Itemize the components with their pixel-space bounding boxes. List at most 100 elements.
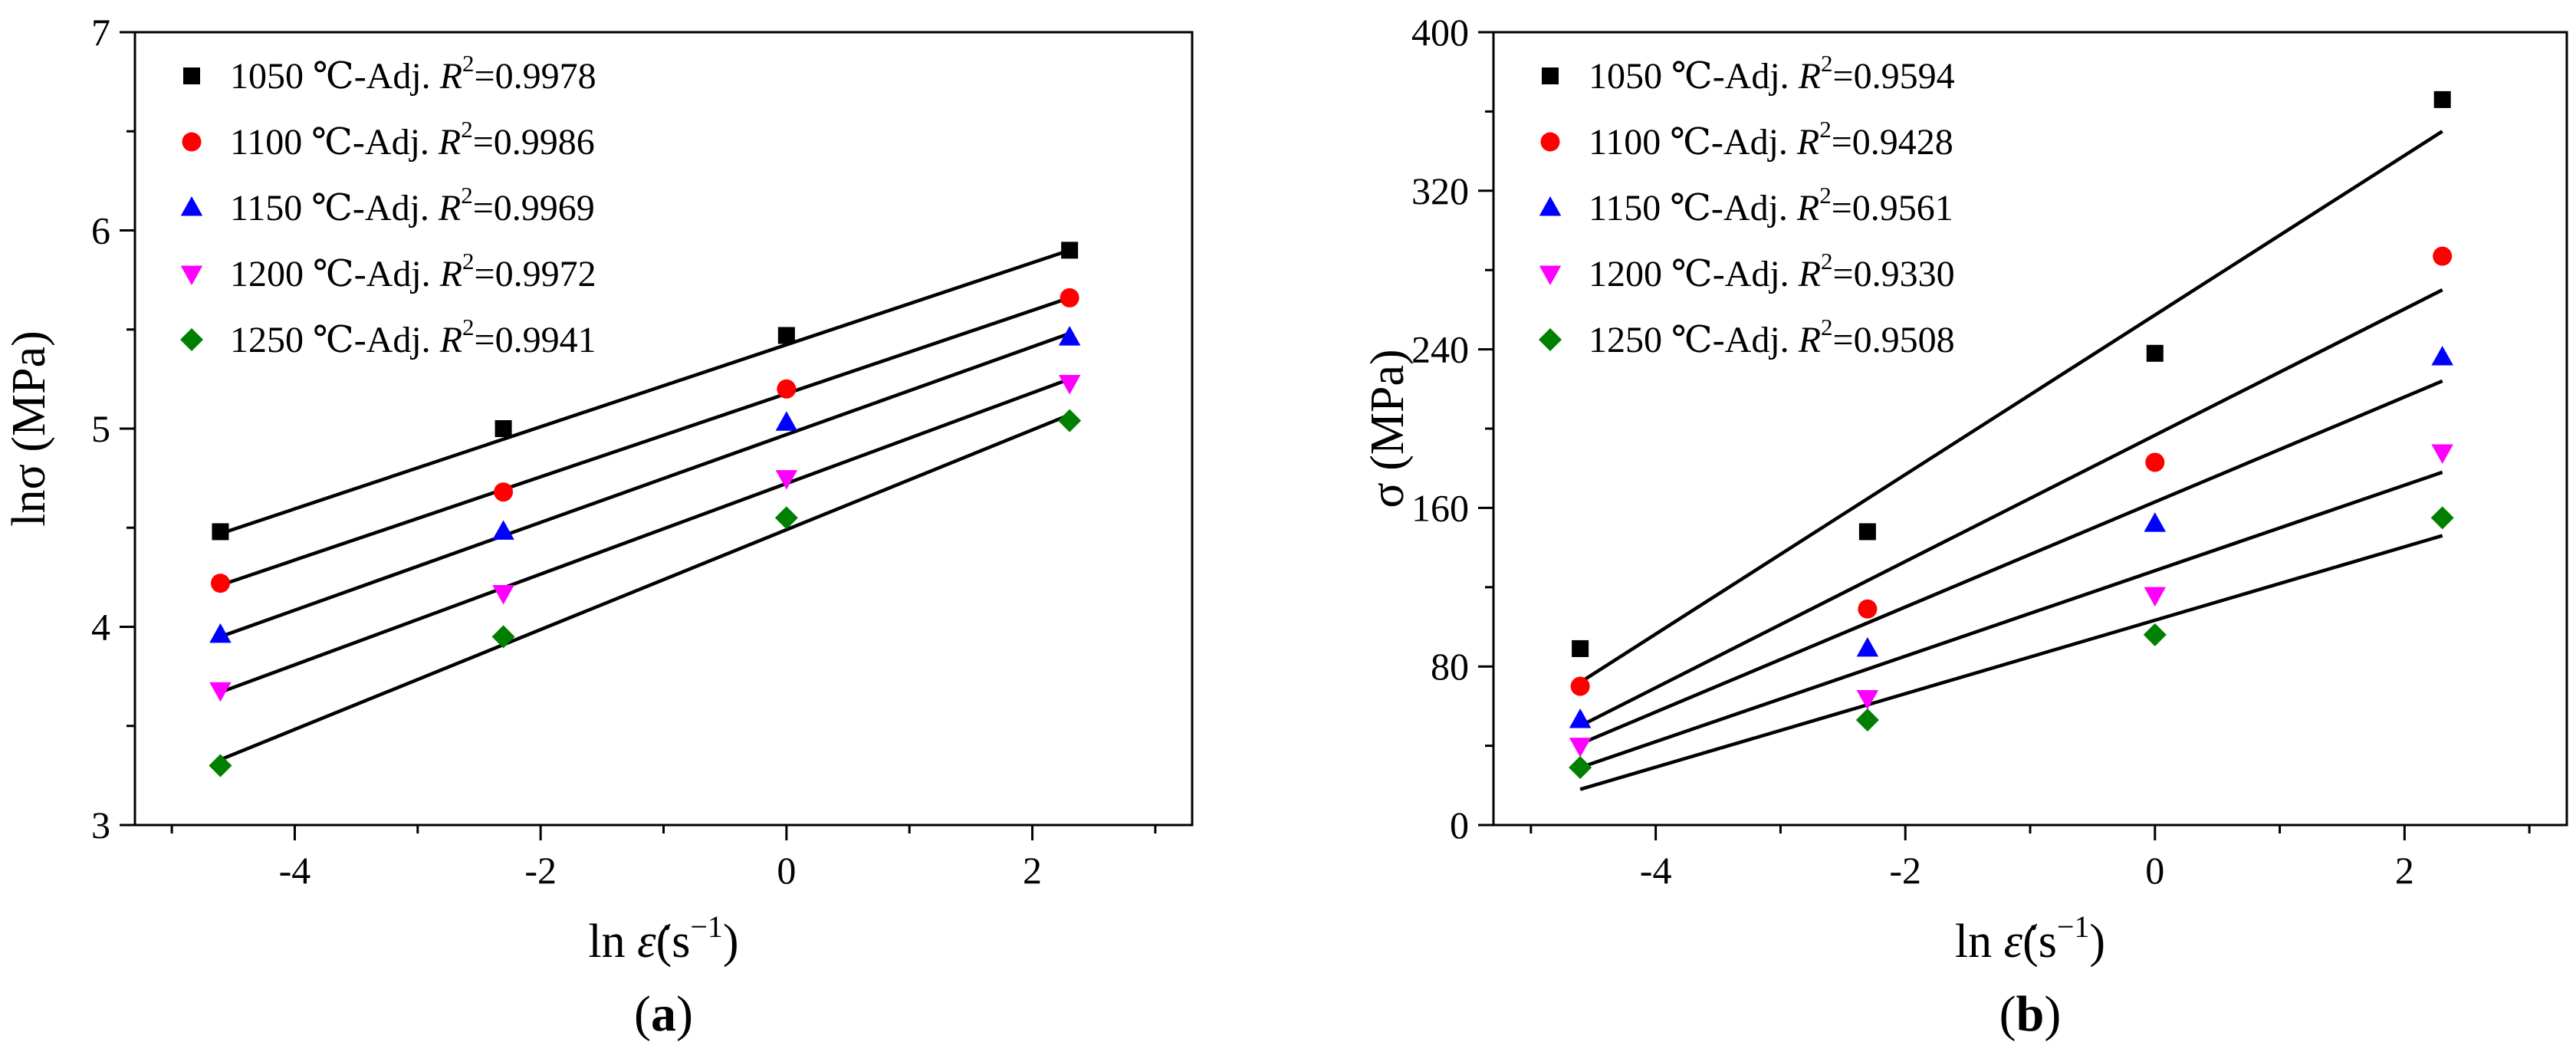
y-tick-label: 320 — [1411, 169, 1469, 212]
y-tick-label: 3 — [91, 804, 110, 847]
data-point — [2430, 506, 2454, 530]
fit-line-1150 — [219, 331, 1070, 639]
series-1150 — [209, 326, 1081, 643]
data-point — [2145, 452, 2165, 472]
y-axis-title: σ (MPa) — [1362, 349, 1414, 508]
series-1250 — [209, 409, 1082, 777]
panel-label: (b) — [1999, 986, 2062, 1042]
x-tick-label: 0 — [777, 849, 796, 892]
data-point — [775, 470, 798, 490]
data-point — [774, 506, 798, 530]
panel-b: -4 -2 0 2 0 80 160 240 320 400 1050 ℃-Adj. R2=0.95… — [1362, 11, 2568, 1042]
legend-marker-1200 — [180, 265, 203, 285]
fit-line-1200 — [219, 377, 1070, 694]
fit-line-1050 — [219, 248, 1070, 536]
x-tick-label: -2 — [1889, 849, 1921, 892]
data-point — [1572, 639, 1589, 657]
data-point — [1060, 288, 1079, 307]
series-1200 — [1569, 444, 2453, 758]
data-point — [2144, 512, 2167, 532]
series-1100 — [210, 288, 1079, 593]
y-tick-label: 5 — [91, 407, 110, 450]
y-tick-label: 6 — [91, 209, 110, 252]
data-point — [212, 523, 229, 541]
data-point — [210, 574, 230, 593]
data-point — [1855, 708, 1879, 731]
data-point — [1570, 676, 1590, 696]
x-axis-title: ln ε̇(s−1) — [1955, 909, 2105, 968]
x-axis-title: ln ε̇(s−1) — [588, 909, 738, 968]
x-tick-label: -2 — [524, 849, 557, 892]
data-point — [1858, 523, 1876, 541]
data-point — [1856, 636, 1879, 657]
data-point — [494, 482, 514, 502]
legend-marker-1250 — [1539, 328, 1562, 351]
legend-label-1100: 1100 ℃-Adj. R2=0.9986 — [230, 116, 595, 163]
y-axis-title: lnσ (MPa) — [3, 330, 55, 527]
data-point — [2431, 444, 2453, 465]
data-point — [209, 754, 232, 777]
series-1200 — [209, 375, 1081, 702]
fit-line-1150 — [1579, 379, 2443, 746]
fit-line-1250 — [219, 413, 1070, 761]
data-point — [492, 520, 514, 540]
data-point — [1858, 599, 1878, 619]
legend-marker-1100 — [1540, 132, 1560, 152]
y-tick-label: 4 — [91, 606, 110, 649]
legend-marker-1250 — [180, 328, 203, 351]
series-1100 — [1570, 246, 2453, 696]
series-1150 — [1569, 345, 2453, 728]
fit-line-1050 — [1579, 130, 2443, 684]
y-tick-label: 0 — [1450, 804, 1469, 847]
legend-marker-1150 — [180, 196, 203, 216]
series-1050 — [212, 242, 1079, 541]
legend-label-1100: 1100 ℃-Adj. R2=0.9428 — [1589, 116, 1953, 163]
x-tick-label: -4 — [1640, 849, 1672, 892]
data-point — [209, 623, 232, 643]
data-point — [2433, 90, 2451, 108]
data-point — [495, 420, 512, 437]
data-point — [492, 585, 514, 605]
data-point — [1569, 738, 1592, 758]
y-tick-label: 400 — [1411, 11, 1469, 54]
data-point — [777, 327, 795, 344]
data-point — [209, 682, 232, 702]
x-tick-label: -4 — [279, 849, 311, 892]
legend-label-1250: 1250 ℃-Adj. R2=0.9508 — [1589, 314, 1955, 360]
data-point — [1058, 326, 1081, 346]
data-point — [491, 625, 515, 649]
legend-marker-1100 — [182, 132, 202, 152]
fit-line-1100 — [1579, 288, 2443, 728]
series-1050 — [1572, 90, 2451, 657]
legend-marker-1050 — [183, 67, 200, 84]
legend-marker-1150 — [1539, 196, 1562, 216]
data-point — [1856, 690, 1879, 710]
x-tick-label: 2 — [2395, 849, 2414, 892]
x-tick-label: 0 — [2145, 849, 2164, 892]
legend: 1050 ℃-Adj. R2=0.9594 1100 ℃-Adj. R2=0.94… — [1539, 50, 1955, 360]
data-point — [1569, 708, 1592, 728]
legend-marker-1200 — [1539, 265, 1562, 285]
data-point — [777, 379, 797, 399]
legend-label-1200: 1200 ℃-Adj. R2=0.9972 — [230, 248, 596, 294]
x-tick-label: 2 — [1023, 849, 1042, 892]
series-1250 — [1569, 506, 2454, 780]
data-point — [2433, 246, 2453, 266]
legend-label-1150: 1150 ℃-Adj. R2=0.9561 — [1589, 182, 1953, 228]
legend-label-1250: 1250 ℃-Adj. R2=0.9941 — [230, 314, 596, 360]
y-tick-label: 7 — [91, 11, 110, 54]
fit-line-1250 — [1579, 534, 2443, 791]
fit-line-1200 — [1579, 470, 2443, 770]
y-tick-label: 240 — [1411, 328, 1469, 371]
data-point — [2144, 587, 2167, 607]
data-point — [1058, 409, 1082, 432]
panel-a: -4 -2 0 2 3 4 5 6 7 1050 ℃-Adj. R2=0.9978 1100 ℃-A… — [3, 11, 1194, 1042]
legend-label-1050: 1050 ℃-Adj. R2=0.9978 — [230, 50, 596, 97]
legend-label-1050: 1050 ℃-Adj. R2=0.9594 — [1589, 50, 1955, 97]
panel-label: (a) — [634, 986, 693, 1042]
y-tick-label: 160 — [1411, 486, 1469, 529]
legend: 1050 ℃-Adj. R2=0.9978 1100 ℃-Adj. R2=0.99… — [180, 50, 596, 360]
data-point — [1058, 375, 1081, 395]
legend-label-1150: 1150 ℃-Adj. R2=0.9969 — [230, 182, 595, 228]
